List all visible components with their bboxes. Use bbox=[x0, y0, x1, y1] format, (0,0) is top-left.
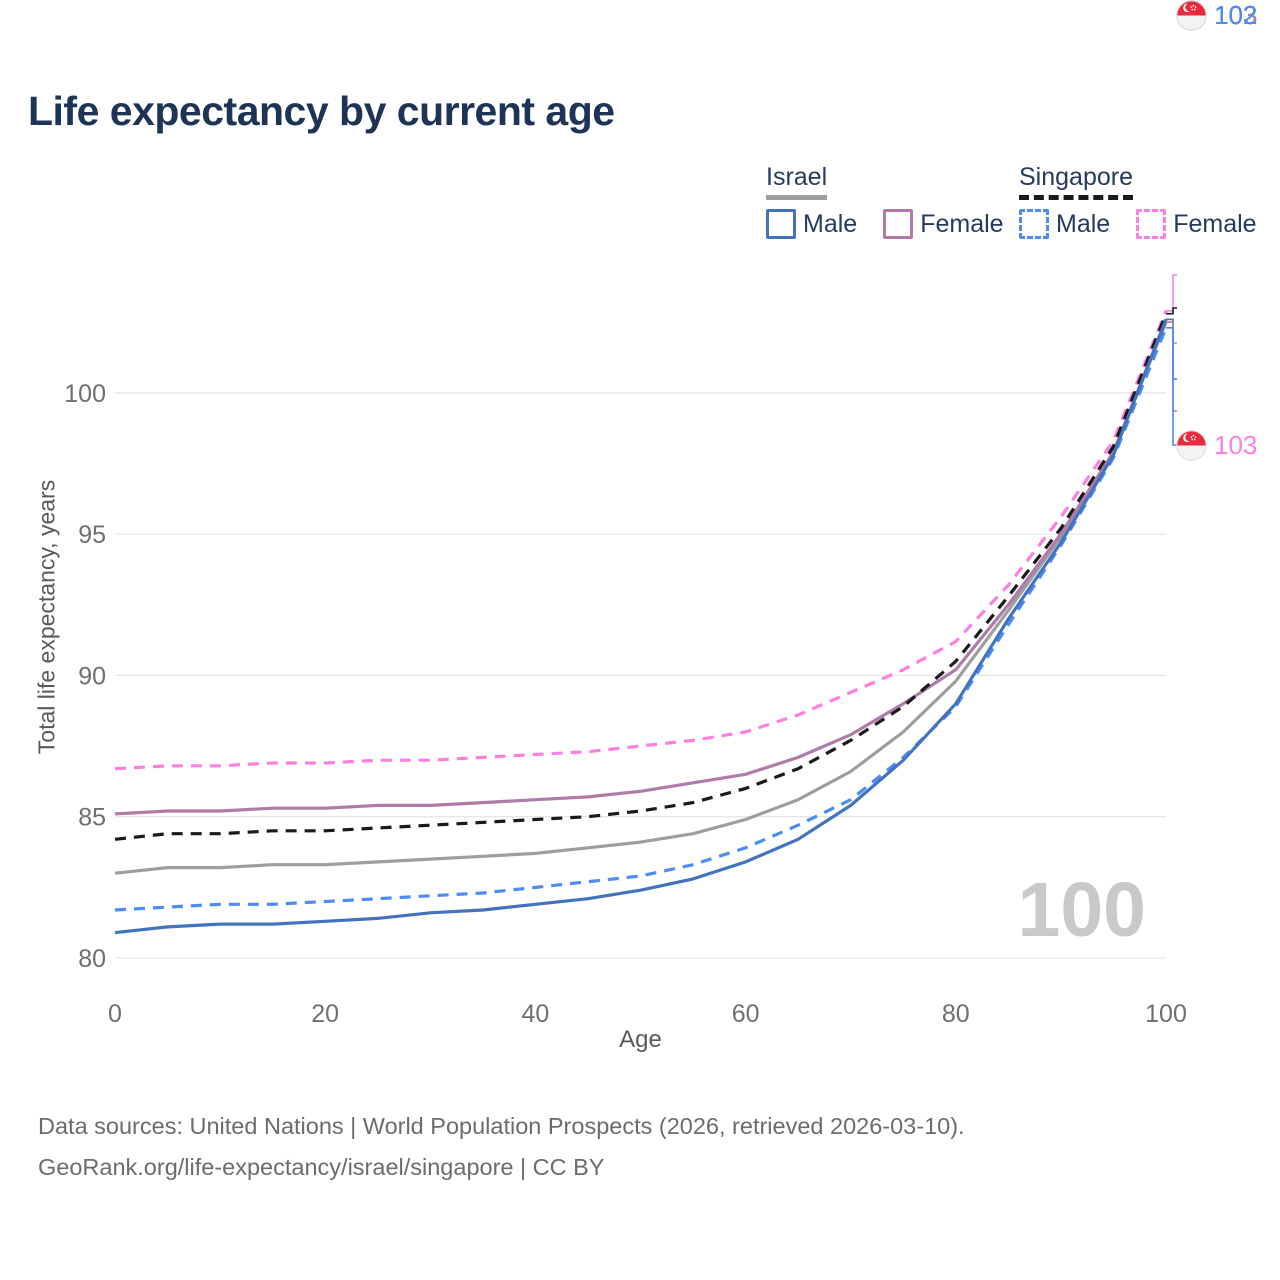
endpoint-label-israel-total: 103 bbox=[1176, 0, 1257, 31]
series-line-sg-female[interactable] bbox=[114, 310, 1168, 771]
endpoint-value: 103 bbox=[1214, 0, 1258, 30]
page-title: Life expectancy by current age bbox=[28, 88, 615, 134]
endpoint-value: 103 bbox=[1214, 0, 1258, 30]
y-tick-label: 80 bbox=[78, 945, 106, 973]
legend-item-label: Female bbox=[920, 209, 1004, 238]
endpoint-label-singapore-female: 103 bbox=[1176, 430, 1257, 461]
x-tick-label: 0 bbox=[108, 1000, 122, 1028]
endpoint-label-singapore-male: 102 bbox=[1176, 0, 1257, 31]
series-line-sg-total[interactable] bbox=[114, 313, 1168, 841]
legend-item-singapore-female[interactable]: Female bbox=[1136, 209, 1257, 239]
age-counter-watermark: 100 bbox=[1017, 867, 1146, 953]
x-tick-label: 100 bbox=[1145, 1000, 1187, 1028]
legend-group-singapore: Singapore Male Female bbox=[1019, 163, 1257, 239]
y-tick-label: 95 bbox=[78, 521, 106, 549]
legend-item-singapore-male[interactable]: Male bbox=[1019, 209, 1110, 239]
y-axis-title: Total life expectancy, years bbox=[33, 479, 60, 755]
y-tick-label: 100 bbox=[64, 380, 106, 408]
x-tick-label: 40 bbox=[521, 1000, 549, 1028]
israel-female-swatch-icon bbox=[883, 209, 914, 239]
singapore-flag-icon bbox=[1176, 0, 1207, 31]
series-line-il-male[interactable] bbox=[114, 318, 1168, 935]
legend-group-israel: Israel Male Female bbox=[766, 163, 1004, 239]
x-tick-label: 80 bbox=[942, 1000, 970, 1028]
israel-male-swatch-icon bbox=[766, 209, 796, 239]
x-tick-label: 60 bbox=[732, 1000, 760, 1028]
singapore-flag-icon bbox=[1176, 430, 1207, 461]
endpoint-label-israel-male: 103 bbox=[1176, 0, 1257, 31]
legend-item-label: Female bbox=[1173, 209, 1257, 238]
legend-item-label: Male bbox=[803, 209, 858, 238]
legend-item-israel-male[interactable]: Male bbox=[766, 209, 857, 239]
endpoint-connector bbox=[1166, 327, 1177, 446]
endpoint-connector bbox=[1166, 274, 1177, 312]
legend-item-israel-female[interactable]: Female bbox=[883, 209, 1004, 239]
y-tick-label: 85 bbox=[78, 804, 106, 832]
y-tick-label: 90 bbox=[78, 662, 106, 690]
series-line-il-female[interactable] bbox=[114, 321, 1168, 816]
x-tick-label: 20 bbox=[311, 1000, 339, 1028]
x-axis-title: Age bbox=[619, 1026, 662, 1053]
series-line-il-total[interactable] bbox=[114, 318, 1168, 875]
legend-header-israel: Israel bbox=[766, 163, 828, 200]
endpoint-label-singapore-total: 103 bbox=[1176, 0, 1257, 31]
data-source-footer: Data sources: United Nations | World Pop… bbox=[38, 1106, 965, 1187]
endpoint-value: 102 bbox=[1214, 0, 1258, 30]
footer-line-attribution: GeoRank.org/life-expectancy/israel/singa… bbox=[38, 1153, 605, 1180]
legend-item-label: Male bbox=[1056, 209, 1111, 238]
footer-line-sources: Data sources: United Nations | World Pop… bbox=[38, 1113, 965, 1139]
endpoint-value: 103 bbox=[1214, 0, 1258, 30]
endpoint-value: 103 bbox=[1214, 430, 1258, 460]
endpoint-label-israel-female: 103 bbox=[1176, 0, 1257, 31]
endpoint-connector bbox=[1166, 321, 1177, 412]
endpoint-connector bbox=[1166, 307, 1177, 315]
endpoint-value: 103 bbox=[1214, 0, 1258, 30]
singapore-female-swatch-icon bbox=[1136, 209, 1167, 239]
legend-header-singapore: Singapore bbox=[1019, 163, 1133, 200]
series-line-sg-male[interactable] bbox=[114, 327, 1168, 912]
singapore-male-swatch-icon bbox=[1019, 209, 1049, 239]
